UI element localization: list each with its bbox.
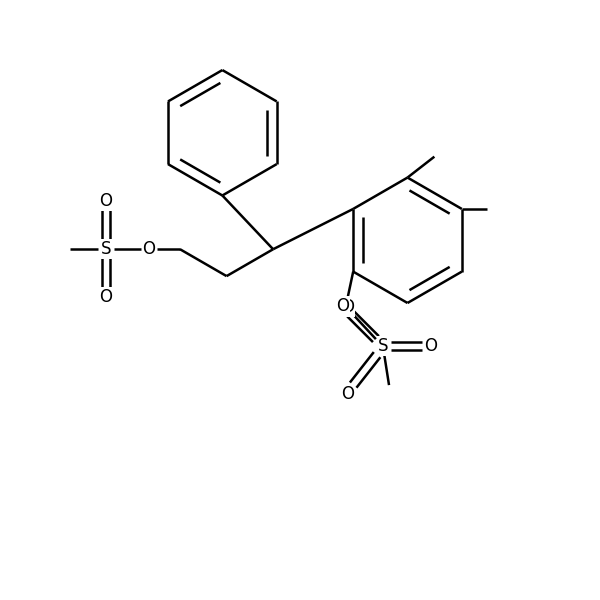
- Text: S: S: [378, 337, 388, 355]
- Text: O: O: [341, 385, 354, 403]
- Text: O: O: [100, 193, 112, 211]
- Text: O: O: [341, 298, 354, 316]
- Text: O: O: [424, 337, 437, 355]
- Text: O: O: [336, 296, 349, 314]
- Text: S: S: [101, 240, 111, 258]
- Text: O: O: [142, 240, 155, 258]
- Text: O: O: [100, 288, 112, 306]
